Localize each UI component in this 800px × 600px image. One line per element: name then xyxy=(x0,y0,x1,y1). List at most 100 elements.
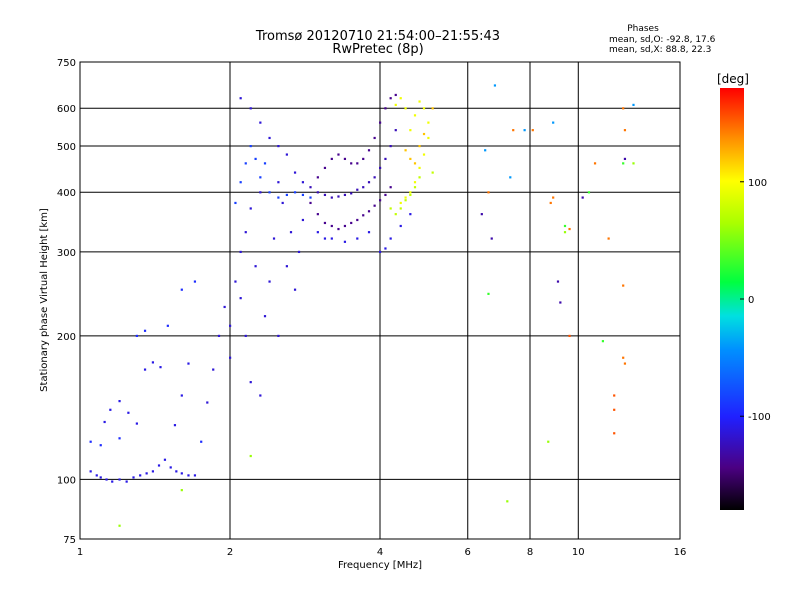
data-point xyxy=(418,144,421,148)
data-point xyxy=(229,324,232,327)
y-tick-label: 500 xyxy=(57,142,76,153)
data-point xyxy=(217,334,221,338)
data-point xyxy=(259,394,262,397)
data-point xyxy=(277,196,280,199)
colorbar-tick-label: 100 xyxy=(748,178,767,189)
data-point xyxy=(552,121,555,124)
data-point xyxy=(200,440,203,443)
x-tick-label: 6 xyxy=(465,547,471,558)
data-point xyxy=(350,162,353,165)
data-point xyxy=(384,107,387,110)
data-point xyxy=(413,186,417,189)
data-point xyxy=(293,191,297,194)
data-point xyxy=(622,284,625,287)
data-point xyxy=(132,476,135,479)
data-point xyxy=(384,193,387,197)
data-point xyxy=(143,329,147,332)
data-point xyxy=(187,474,190,477)
data-point xyxy=(343,240,347,243)
data-point xyxy=(384,157,387,161)
data-point xyxy=(343,193,347,197)
data-point xyxy=(330,237,333,240)
data-point xyxy=(293,288,297,291)
data-point xyxy=(549,201,552,205)
data-point xyxy=(166,324,169,327)
data-point xyxy=(490,237,493,240)
data-point xyxy=(239,250,242,254)
data-point xyxy=(389,97,392,100)
data-point xyxy=(399,97,402,100)
data-point xyxy=(394,103,397,107)
data-point xyxy=(89,440,92,443)
data-point xyxy=(399,207,402,210)
data-point xyxy=(285,193,288,197)
data-point xyxy=(389,144,392,148)
data-point xyxy=(229,356,232,359)
data-point xyxy=(418,166,421,170)
data-point xyxy=(373,176,376,179)
data-point xyxy=(301,218,305,222)
data-point xyxy=(480,213,483,216)
data-point xyxy=(394,213,397,216)
data-point xyxy=(297,250,301,254)
chart-title: Tromsø 20120710 21:54:00–21:55:43 xyxy=(255,29,500,44)
data-point xyxy=(259,191,262,194)
y-axis-label: Stationary phase Virtual Height [km] xyxy=(39,208,50,392)
data-point xyxy=(135,422,138,425)
data-point xyxy=(362,186,365,189)
data-point xyxy=(593,162,597,165)
data-point xyxy=(356,218,359,222)
data-point xyxy=(632,103,635,107)
data-point xyxy=(99,476,102,479)
x-axis-label: Frequency [MHz] xyxy=(338,560,422,571)
data-point xyxy=(379,250,382,254)
data-point xyxy=(263,315,267,318)
data-point xyxy=(125,480,128,483)
data-point xyxy=(309,196,312,199)
y-tick-label: 200 xyxy=(57,332,76,343)
data-point xyxy=(622,162,625,165)
y-tick-label: 75 xyxy=(63,535,76,546)
colorbar-tick-label: -100 xyxy=(748,412,771,423)
data-point xyxy=(350,192,353,195)
data-point xyxy=(509,176,512,179)
y-tick-label: 750 xyxy=(57,58,76,69)
data-point xyxy=(563,224,567,228)
data-point xyxy=(512,129,515,132)
data-point xyxy=(607,237,610,240)
y-axis-ticks: 75 100 200 300 400 500 600 750 xyxy=(57,58,76,546)
data-point xyxy=(293,171,297,174)
data-point xyxy=(316,231,319,234)
y-tick-label: 300 xyxy=(57,248,76,259)
data-point xyxy=(581,196,584,199)
data-point xyxy=(143,368,147,371)
data-point xyxy=(493,84,497,87)
stats-mean-o: mean, sd,O: -92.8, 17.6 xyxy=(609,35,716,45)
data-point xyxy=(187,362,190,365)
data-point xyxy=(118,478,121,481)
data-point xyxy=(127,411,130,414)
data-point xyxy=(309,201,312,205)
data-point xyxy=(277,144,280,148)
data-point xyxy=(601,340,605,343)
data-point xyxy=(379,121,382,124)
chart-subtitle: RwPretec (8p) xyxy=(332,42,423,57)
data-point xyxy=(157,464,161,467)
data-point xyxy=(389,186,392,189)
data-point xyxy=(367,149,371,152)
data-point xyxy=(323,193,327,197)
data-point xyxy=(316,176,319,179)
data-point xyxy=(301,193,305,197)
data-point xyxy=(399,224,402,228)
x-tick-label: 1 xyxy=(77,547,83,558)
x-tick-label: 10 xyxy=(572,547,585,558)
data-point xyxy=(422,132,426,136)
data-point xyxy=(373,136,376,140)
data-point xyxy=(613,394,616,397)
data-point xyxy=(404,196,407,199)
data-point xyxy=(289,231,293,234)
data-point xyxy=(105,478,108,481)
data-point xyxy=(99,444,102,447)
data-point xyxy=(277,334,280,338)
colorbar-tick-label: 0 xyxy=(748,295,754,306)
